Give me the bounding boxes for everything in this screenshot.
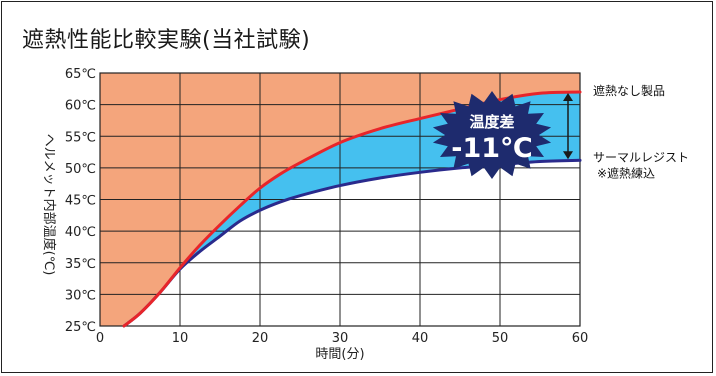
- y-tick-label: 30℃: [65, 288, 96, 303]
- x-tick-label: 10: [172, 331, 189, 346]
- diff-arrow-head-top: [563, 92, 573, 101]
- y-tick-label: 65℃: [65, 67, 96, 82]
- legend-thermal-resist-note: ※遮熱練込: [597, 165, 655, 180]
- x-axis-label: 時間(分): [315, 347, 364, 362]
- x-tick-label: 40: [412, 331, 429, 346]
- annotation-line1: 温度差: [469, 113, 514, 131]
- y-tick-label: 40℃: [65, 225, 96, 240]
- legend-no-shield: 遮熱なし製品: [593, 83, 665, 98]
- starburst-badge: [432, 91, 552, 179]
- y-tick-label: 55℃: [65, 130, 96, 145]
- y-axis-label: ヘルメット内部温度(℃): [41, 134, 57, 276]
- chart-title: 遮熱性能比較実験(当社試験): [22, 28, 311, 53]
- y-tick-label: 35℃: [65, 257, 96, 272]
- x-tick-label: 0: [96, 331, 104, 346]
- x-tick-label: 60: [572, 331, 589, 346]
- y-tick-label: 25℃: [65, 320, 96, 335]
- annotation-line2: -11℃: [451, 133, 532, 164]
- legend-thermal-resist: サーマルレジスト: [593, 150, 689, 164]
- y-tick-label: 50℃: [65, 162, 96, 177]
- plot-border: [99, 72, 581, 327]
- diff-arrow-head-bottom: [563, 151, 573, 160]
- x-tick-label: 30: [332, 331, 349, 346]
- y-tick-label: 60℃: [65, 99, 96, 114]
- y-tick-label: 45℃: [65, 194, 96, 209]
- x-tick-label: 50: [492, 331, 509, 346]
- x-tick-label: 20: [252, 331, 269, 346]
